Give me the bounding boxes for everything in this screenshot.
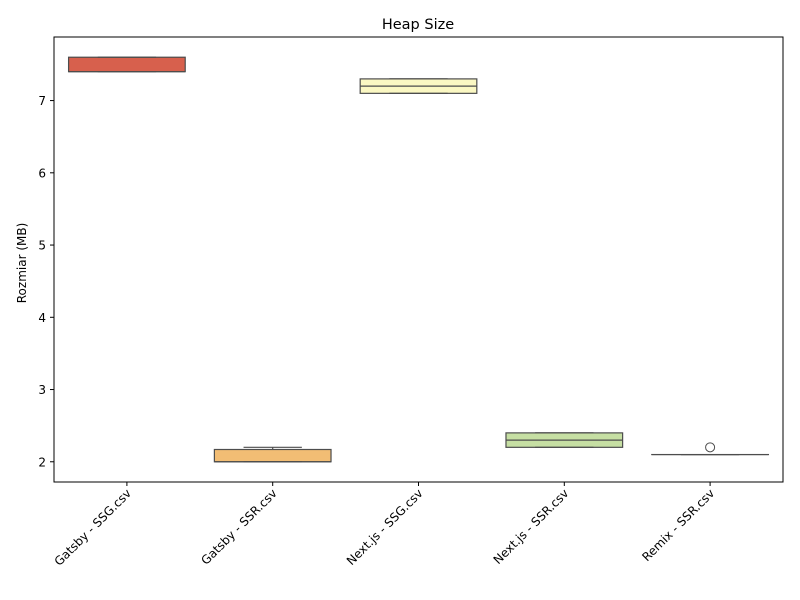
y-tick-label-3: 5 xyxy=(38,239,46,253)
box-body-1 xyxy=(213,448,332,463)
y-tick-label-1: 3 xyxy=(38,383,46,397)
y-tick-label-2: 4 xyxy=(38,311,46,325)
outlier-4-0 xyxy=(705,442,716,453)
x-tick-label-4: Remix - SSR.csv xyxy=(639,486,717,564)
x-tick-label-0: Gatsby - SSG.csv xyxy=(52,486,134,568)
x-tick-label-3: Next.js - SSR.csv xyxy=(491,486,572,567)
chart-title: Heap Size xyxy=(382,17,454,33)
box-0 xyxy=(67,56,186,73)
y-axis: 2 3 4 5 6 7 xyxy=(38,94,54,469)
y-axis-title: Rozmiar (MB) xyxy=(15,223,29,304)
y-tick-label-5: 7 xyxy=(38,94,46,108)
y-tick-label-4: 6 xyxy=(38,166,46,180)
y-tick-label-0: 2 xyxy=(38,455,46,469)
x-axis: Gatsby - SSG.csv Gatsby - SSR.csv Next.js … xyxy=(52,482,717,569)
x-tick-label-2: Next.js - SSG.csv xyxy=(344,486,426,568)
plot-frame xyxy=(53,36,784,483)
box-2 xyxy=(359,78,478,94)
box-body-0 xyxy=(67,56,186,73)
box-1 xyxy=(213,446,332,463)
x-tick-label-1: Gatsby - SSR.csv xyxy=(198,486,279,567)
plot-area xyxy=(67,56,770,463)
box-4 xyxy=(651,442,770,456)
box-3 xyxy=(505,432,624,448)
